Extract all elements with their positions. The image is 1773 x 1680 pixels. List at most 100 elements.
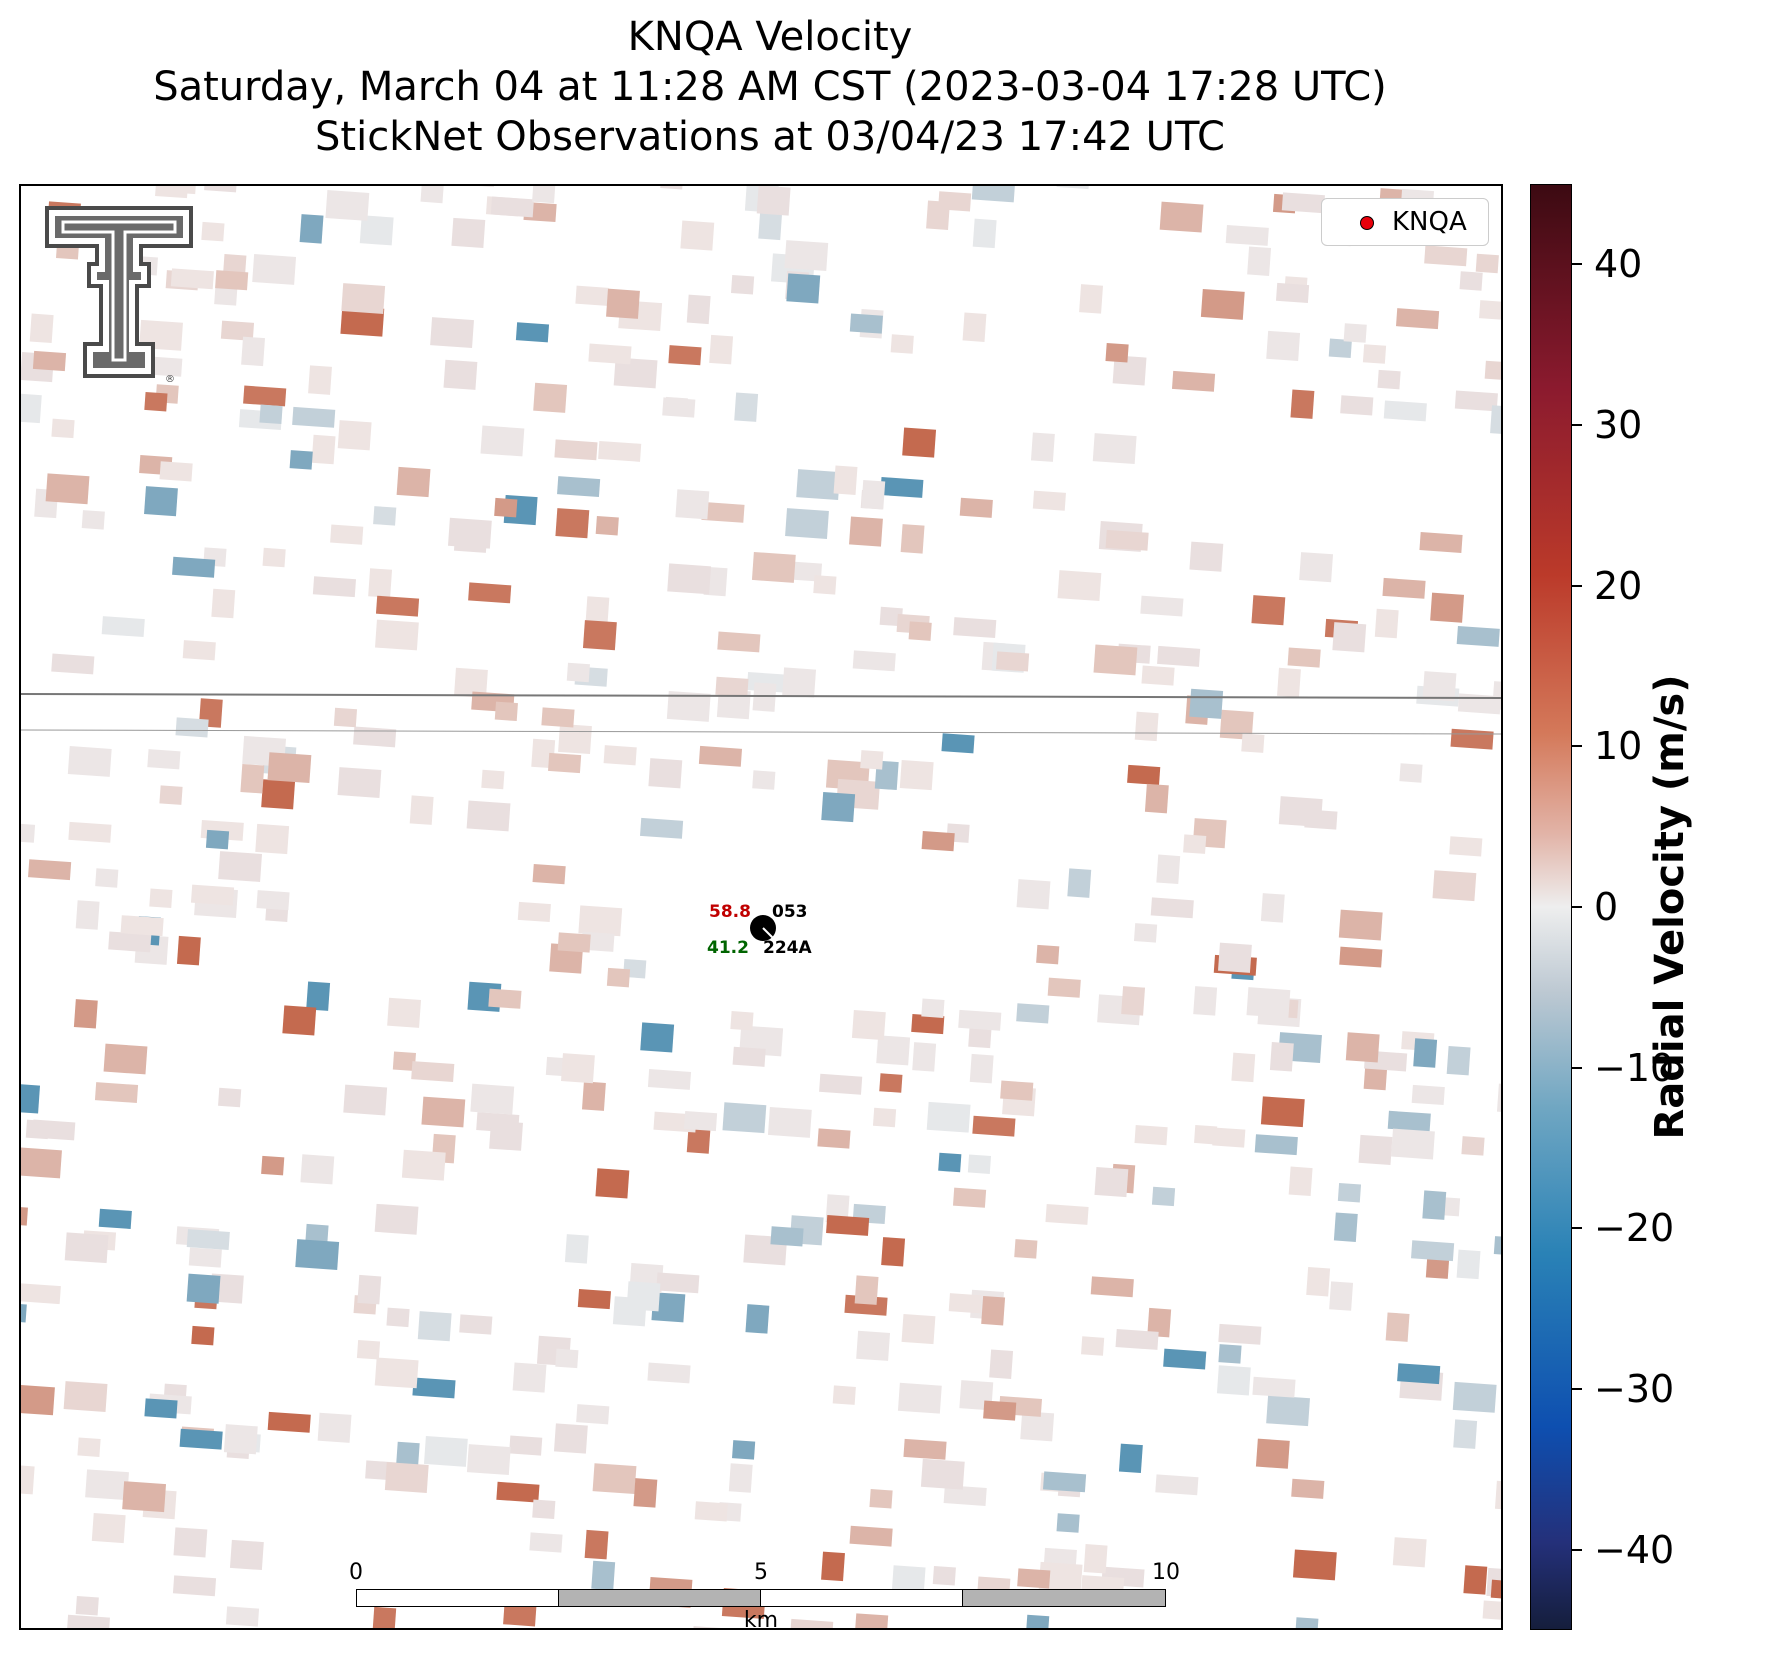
velocity-gate bbox=[85, 1469, 129, 1501]
colorbar-tick-mark bbox=[1572, 1066, 1582, 1069]
velocity-gate bbox=[259, 404, 283, 425]
velocity-gate bbox=[317, 1412, 352, 1443]
velocity-gate bbox=[1452, 1381, 1497, 1413]
velocity-gate bbox=[1266, 330, 1301, 361]
velocity-gate bbox=[95, 868, 119, 888]
velocity-gate bbox=[821, 1551, 845, 1582]
velocity-gate bbox=[1118, 1443, 1143, 1474]
velocity-gate bbox=[1155, 1474, 1199, 1496]
velocity-gate bbox=[470, 1083, 515, 1115]
velocity-gate bbox=[340, 305, 385, 337]
velocity-gate bbox=[1115, 1329, 1159, 1350]
velocity-gate bbox=[256, 890, 290, 911]
velocity-gate bbox=[186, 1273, 221, 1304]
radar-map[interactable]: ® KNQA 58.8 053 41.2 224A 0 5 10 km bbox=[19, 184, 1503, 1630]
velocity-gate bbox=[172, 1575, 217, 1597]
velocity-gate bbox=[229, 1539, 264, 1571]
velocity-gate bbox=[647, 1362, 691, 1384]
velocity-gate bbox=[149, 356, 183, 377]
colorbar-tick-label: 20 bbox=[1594, 563, 1643, 608]
velocity-gate bbox=[1081, 1336, 1105, 1356]
velocity-gate bbox=[1377, 369, 1401, 390]
velocity-gate bbox=[1112, 355, 1147, 386]
velocity-gate bbox=[311, 434, 336, 465]
velocity-gate bbox=[967, 1154, 992, 1174]
colorbar-tick-mark bbox=[1572, 263, 1582, 266]
velocity-gate bbox=[1134, 711, 1159, 742]
velocity-gate bbox=[223, 254, 247, 274]
legend-label: KNQA bbox=[1392, 207, 1467, 237]
velocity-gate bbox=[1038, 1561, 1083, 1593]
velocity-gate bbox=[262, 547, 286, 568]
velocity-gate bbox=[356, 1340, 381, 1360]
velocity-gate bbox=[179, 1428, 223, 1450]
velocity-gate bbox=[1216, 1365, 1251, 1396]
velocity-gate bbox=[591, 1560, 616, 1591]
velocity-gate bbox=[1127, 764, 1161, 786]
velocity-gate bbox=[680, 220, 715, 251]
velocity-gate bbox=[1328, 338, 1352, 359]
velocity-gate bbox=[430, 317, 474, 349]
colorbar-tick-mark bbox=[1572, 1548, 1582, 1551]
map-legend: KNQA bbox=[1321, 198, 1489, 246]
velocity-gate bbox=[1260, 893, 1285, 923]
velocity-gate bbox=[668, 345, 702, 366]
velocity-gate bbox=[1411, 1240, 1455, 1262]
velocity-gate bbox=[1171, 370, 1216, 392]
velocity-gate bbox=[1449, 836, 1483, 857]
velocity-gate bbox=[1067, 868, 1092, 898]
velocity-gate bbox=[1304, 809, 1338, 830]
velocity-gate bbox=[1147, 1307, 1172, 1338]
velocity-gate bbox=[1337, 1182, 1362, 1203]
velocity-gate bbox=[972, 1115, 1016, 1137]
velocity-gate bbox=[1490, 405, 1501, 436]
velocity-gate bbox=[21, 1084, 41, 1114]
velocity-gate bbox=[819, 1073, 863, 1095]
velocity-gate bbox=[173, 1527, 208, 1558]
velocity-gate bbox=[1490, 1579, 1501, 1601]
velocity-gate bbox=[938, 1152, 962, 1173]
velocity-gate bbox=[75, 1596, 99, 1616]
velocity-gate bbox=[1255, 1438, 1290, 1469]
velocity-gate bbox=[1036, 944, 1060, 965]
velocity-gate bbox=[1494, 1480, 1501, 1511]
velocity-gate bbox=[782, 667, 817, 698]
velocity-gate bbox=[585, 596, 610, 626]
velocity-gate bbox=[67, 746, 112, 777]
velocity-gate bbox=[1047, 977, 1081, 998]
velocity-gate bbox=[1017, 1568, 1051, 1589]
velocity-gate bbox=[1151, 1186, 1176, 1207]
velocity-gate bbox=[423, 1435, 468, 1467]
velocity-gate bbox=[1133, 923, 1158, 943]
velocity-gate bbox=[489, 1120, 523, 1151]
velocity-gate bbox=[292, 406, 336, 428]
velocity-gate bbox=[1057, 570, 1102, 602]
velocity-gate bbox=[1254, 1134, 1298, 1156]
velocity-gate bbox=[337, 420, 372, 451]
velocity-gate bbox=[94, 1082, 139, 1103]
velocity-gate bbox=[1345, 1032, 1380, 1063]
velocity-gate bbox=[578, 905, 623, 937]
velocity-gate bbox=[1338, 909, 1383, 941]
velocity-gate bbox=[176, 935, 201, 966]
velocity-gate bbox=[1140, 595, 1184, 617]
colorbar-title: Radial Velocity (m/s) bbox=[1647, 674, 1693, 1140]
velocity-gate bbox=[454, 667, 488, 698]
velocity-gate bbox=[1281, 192, 1325, 214]
velocity-gate bbox=[752, 770, 776, 790]
velocity-gate bbox=[730, 275, 755, 295]
velocity-gate bbox=[860, 750, 884, 770]
velocity-gate bbox=[392, 1051, 417, 1072]
velocity-gate bbox=[903, 1438, 947, 1460]
colorbar-tick-mark bbox=[1572, 906, 1582, 908]
colorbar-tick-mark bbox=[1572, 424, 1582, 426]
velocity-gate bbox=[606, 967, 631, 988]
velocity-gate bbox=[252, 254, 297, 285]
velocity-gate bbox=[375, 595, 420, 617]
velocity-gate bbox=[1382, 577, 1426, 599]
velocity-gate bbox=[1252, 1376, 1296, 1398]
velocity-gate bbox=[1461, 1136, 1485, 1156]
velocity-gate bbox=[1287, 647, 1321, 668]
velocity-gate bbox=[972, 218, 997, 249]
velocity-gate bbox=[698, 745, 743, 767]
